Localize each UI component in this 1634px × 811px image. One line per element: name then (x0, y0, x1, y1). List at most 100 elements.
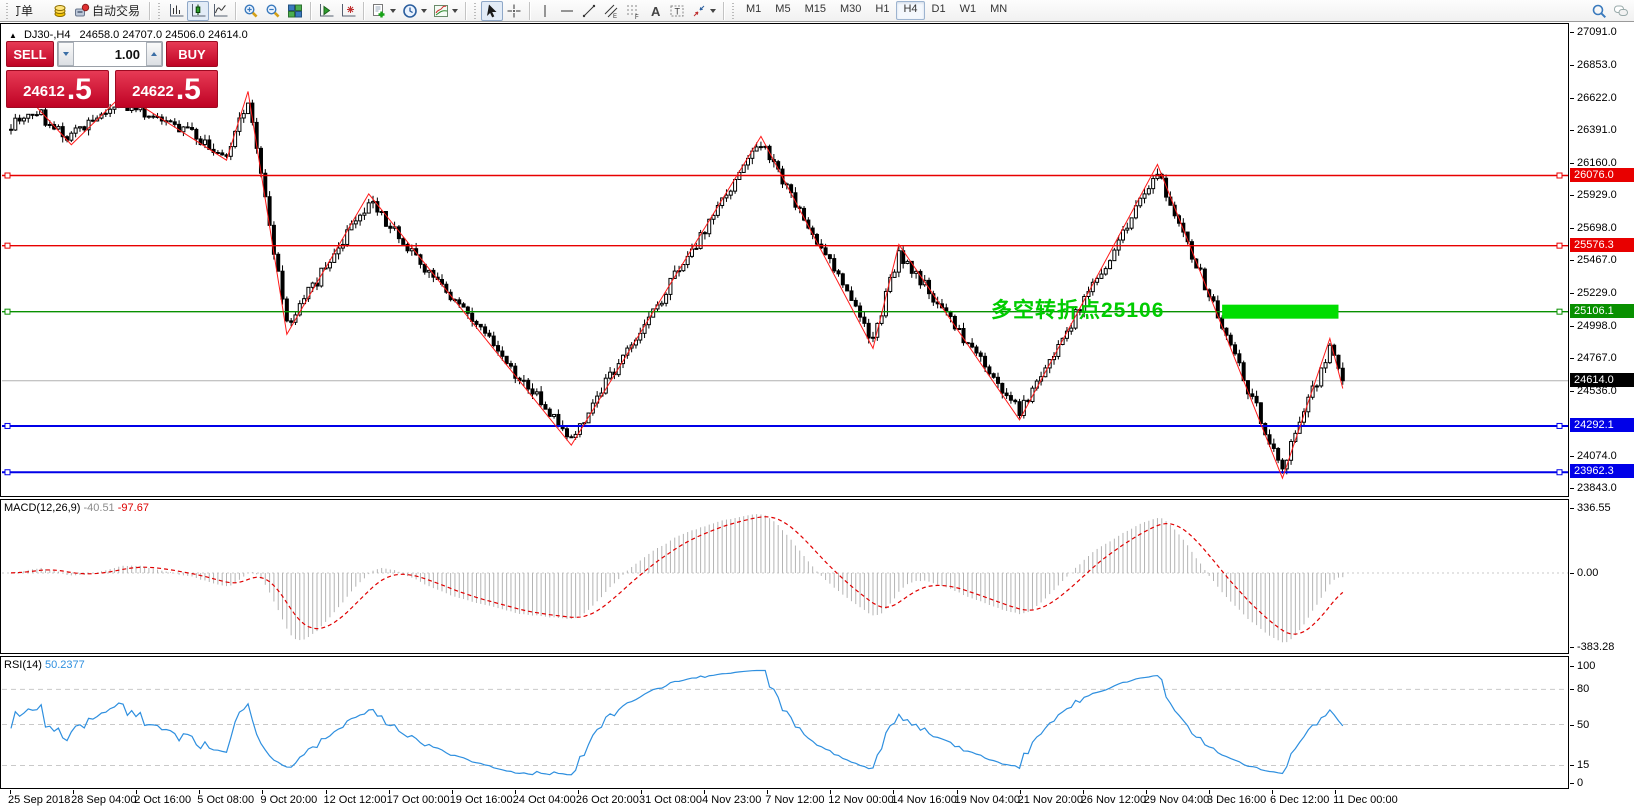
axis-tick (1570, 162, 1574, 164)
axis-tick-label: 25229.0 (1577, 287, 1617, 300)
equidistant-channel-button[interactable]: E (600, 1, 622, 21)
cursor-icon (487, 4, 497, 17)
time-tick (1272, 790, 1273, 794)
chart-expand-toggle-icon[interactable]: ▲ (9, 31, 17, 40)
buy-button[interactable]: BUY (166, 41, 218, 67)
toolbar: 订单 自动交易 E F A T M1 M5 M15 M30 H1 H4 D1 W1 MN (0, 0, 1634, 22)
toolbar-grip[interactable] (5, 2, 10, 19)
step-forward-button[interactable] (315, 1, 337, 21)
timeframe-button-d1[interactable]: D1 (931, 3, 946, 15)
timeframe-button-h4[interactable]: H4 (896, 1, 925, 20)
timeframe-button-m30[interactable]: M30 (839, 3, 862, 15)
bid-price-button[interactable]: 24612.5 (6, 70, 109, 108)
sell-button[interactable]: SELL (6, 41, 54, 67)
volume-decrease-button[interactable] (58, 42, 74, 66)
search-button[interactable] (1588, 1, 1610, 21)
new-chart-button[interactable] (368, 1, 399, 21)
axis-tick (1570, 390, 1574, 392)
time-tick (1145, 790, 1147, 794)
axis-tick (1570, 689, 1574, 691)
toolbar-grip[interactable] (157, 2, 163, 19)
account-history-button[interactable] (49, 1, 71, 21)
zoom-out-icon (266, 3, 280, 18)
arrows-button[interactable] (688, 1, 719, 21)
volume-increase-button[interactable] (146, 42, 162, 66)
orders-button-label: 订单 (16, 4, 34, 18)
text-label-icon: T (670, 5, 684, 16)
fibonacci-button[interactable]: F (622, 1, 644, 21)
zoom-in-icon (244, 3, 258, 18)
line-chart-button[interactable] (209, 1, 231, 21)
trendline-button[interactable] (578, 1, 600, 21)
time-axis[interactable]: 25 Sep 2018 28 Sep 04:00 2 Oct 16:00 5 Oct … (0, 790, 1634, 811)
main-chart-panel[interactable]: ▲ DJ30-,H4 24658.0 24707.0 24506.0 24614… (0, 23, 1569, 497)
time-tick (577, 790, 579, 794)
time-tick (1335, 790, 1337, 794)
vertical-line-button[interactable] (534, 1, 556, 21)
chart-annotation-text[interactable]: 多空转折点25106 (991, 298, 1165, 322)
axis-tick-label: 23843.0 (1577, 482, 1617, 494)
price-axis[interactable]: 27091.0 26853.0 26622.0 26391.0 26160.0 25929… (1570, 23, 1634, 789)
horizontal-line-button[interactable] (556, 1, 578, 21)
svg-text:E: E (613, 14, 617, 19)
candlestick-chart-button[interactable] (187, 0, 210, 21)
ask-price-button[interactable]: 24622.5 (115, 70, 218, 108)
axis-tick (1570, 488, 1574, 489)
line-chart-icon (214, 3, 228, 16)
autotrading-button[interactable]: 自动交易 (71, 1, 145, 21)
axis-tick (1570, 765, 1574, 767)
cursor-button[interactable] (481, 0, 504, 21)
periods-button[interactable] (399, 1, 430, 21)
axis-tick-label: 26622.0 (1577, 91, 1617, 104)
macd-canvas[interactable] (1, 500, 1568, 653)
time-tick-label: 4 Nov 23:00 (702, 794, 762, 806)
toolbar-separator (465, 1, 467, 20)
zoom-in-button[interactable] (240, 1, 262, 21)
axis-tick-label: 0.00 (1577, 566, 1599, 579)
bar-chart-button[interactable] (165, 1, 187, 21)
text-button[interactable]: A (644, 1, 666, 21)
periods-button-caret-icon[interactable] (421, 8, 428, 13)
crosshair-button[interactable] (503, 1, 525, 21)
rsi-value: 50.2377 (44, 659, 85, 671)
bid-price-pips: .5 (66, 73, 92, 106)
main-chart-canvas[interactable] (1, 24, 1568, 496)
axis-tick (1570, 227, 1574, 229)
tile-windows-button[interactable] (284, 1, 306, 21)
text-label-button[interactable]: T (666, 1, 688, 21)
arrows-button-caret-icon[interactable] (710, 8, 717, 13)
templates-button[interactable] (430, 1, 461, 21)
rsi-panel[interactable]: RSI(14) 50.2377 (0, 656, 1569, 789)
current-price-label: 24614.0 (1570, 372, 1634, 387)
volume-input[interactable]: 1.00 (74, 42, 146, 66)
horizontal-line-icon (561, 10, 574, 11)
toolbar-grip[interactable] (731, 2, 737, 19)
axis-tick (1570, 358, 1574, 360)
macd-panel[interactable]: MACD(12,26,9) -40.51 -97.67 (0, 499, 1569, 654)
zoom-out-button[interactable] (262, 1, 284, 21)
step-end-button[interactable] (337, 1, 359, 21)
svg-text:A: A (651, 4, 661, 19)
timeframe-button-mn[interactable]: MN (990, 3, 1008, 15)
timeframe-button-h1[interactable]: H1 (875, 3, 890, 15)
time-tick-label: 31 Oct 08:00 (639, 794, 702, 806)
time-tick (893, 790, 895, 794)
orders-button[interactable]: 订单 (13, 1, 49, 21)
timeframe-button-m1[interactable]: M1 (746, 3, 762, 15)
toolbar-grip[interactable] (473, 2, 479, 19)
chat-button[interactable] (1610, 1, 1632, 21)
timeframe-button-m15[interactable]: M15 (804, 3, 826, 15)
chart-symbol-timeframe: DJ30-,H4 (23, 29, 71, 41)
templates-button-caret-icon[interactable] (452, 8, 459, 13)
timeframe-button-w1[interactable]: W1 (959, 3, 977, 15)
ask-price-main: 24622 (132, 83, 174, 100)
fibonacci-icon: F (627, 5, 640, 19)
step-forward-icon (320, 3, 334, 16)
rsi-canvas[interactable] (1, 657, 1568, 788)
timeframe-button-m5[interactable]: M5 (775, 3, 791, 15)
time-tick-label: 25 Sep 2018 (8, 794, 71, 806)
time-tick-label: 21 Nov 20:00 (1017, 794, 1084, 806)
toolbar-separator (235, 1, 237, 20)
new-chart-button-caret-icon[interactable] (390, 8, 397, 13)
macd-main-value: -40.51 (83, 502, 115, 514)
